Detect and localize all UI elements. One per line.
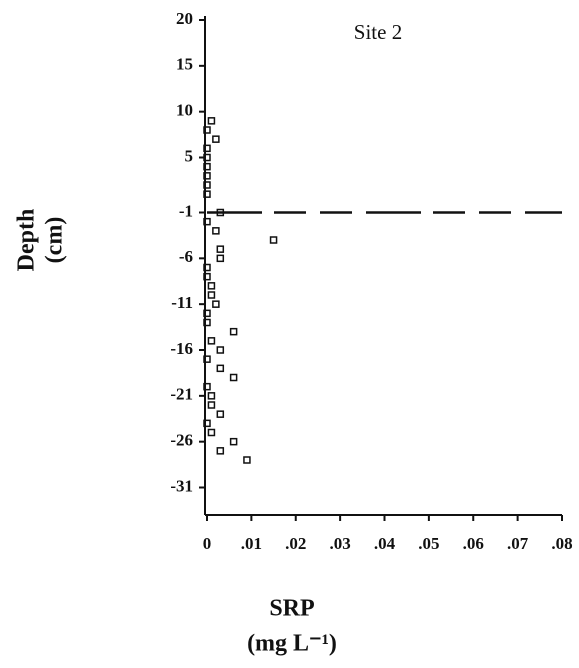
point	[216, 410, 225, 418]
x-tick-label: 0	[203, 534, 212, 553]
x-axis-label: (mg L⁻¹)	[247, 631, 337, 657]
point	[212, 135, 220, 143]
point	[203, 309, 211, 318]
point	[207, 392, 216, 400]
point	[203, 190, 211, 198]
annotation: Site 2	[354, 20, 402, 44]
point	[203, 263, 211, 272]
point	[207, 117, 216, 125]
point	[216, 346, 225, 354]
point	[243, 456, 251, 464]
point	[229, 327, 238, 336]
y-tick-label: -31	[170, 476, 193, 495]
x-tick-label: .03	[330, 534, 351, 553]
y-tick-label: -16	[170, 339, 193, 358]
point	[216, 245, 225, 253]
point	[203, 181, 211, 189]
point	[207, 337, 216, 345]
point	[203, 382, 211, 391]
point	[216, 254, 225, 263]
x-tick-label: .08	[551, 534, 572, 553]
point	[203, 144, 211, 153]
point	[203, 153, 211, 162]
point	[203, 355, 211, 363]
x-tick-label: .06	[463, 534, 484, 553]
y-tick-label: -1	[179, 201, 193, 220]
point	[269, 236, 278, 244]
point	[203, 217, 211, 226]
point	[207, 428, 216, 437]
point	[216, 364, 225, 373]
point	[229, 373, 238, 382]
x-tick-label: .01	[241, 534, 262, 553]
point	[203, 162, 211, 171]
y-axis-label: (cm)	[42, 217, 68, 264]
point	[203, 272, 211, 281]
point	[207, 282, 216, 290]
x-tick-label: .05	[418, 534, 439, 553]
x-tick-label: .02	[285, 534, 306, 553]
y-tick-label: 5	[185, 146, 194, 165]
y-tick-label: -6	[179, 247, 193, 266]
y-tick-label: 10	[176, 101, 193, 120]
point	[229, 437, 238, 446]
point	[216, 208, 225, 217]
point	[216, 447, 225, 455]
y-tick-label: -11	[171, 293, 193, 312]
x-tick-label: .07	[507, 534, 529, 553]
y-tick-label: 15	[176, 55, 193, 74]
point	[203, 172, 211, 180]
point	[203, 126, 211, 134]
point	[212, 227, 220, 235]
point	[203, 419, 211, 428]
x-tick-label: .04	[374, 534, 396, 553]
point	[207, 401, 216, 409]
point	[212, 300, 220, 308]
point	[203, 318, 211, 327]
y-tick-label: -26	[170, 431, 193, 450]
y-axis-label: Depth	[14, 209, 40, 272]
y-tick-label: -21	[170, 385, 193, 404]
x-axis-label: SRP	[269, 596, 314, 622]
y-tick-label: 20	[176, 9, 193, 28]
point	[207, 291, 216, 299]
